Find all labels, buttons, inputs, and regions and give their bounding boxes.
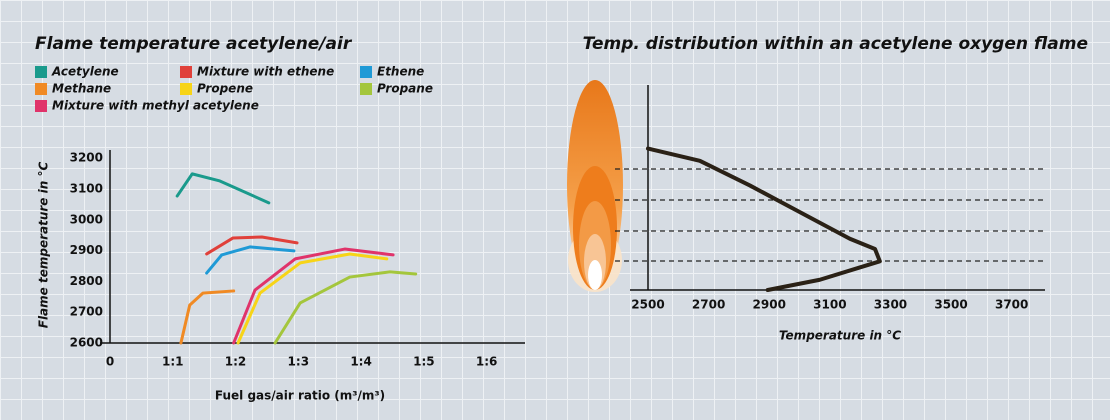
x-tick-label: 1:1 bbox=[162, 355, 184, 369]
x-tick-label: 3700 bbox=[995, 298, 1028, 312]
x-tick-label: 1:2 bbox=[225, 355, 247, 369]
legend-label: Propane bbox=[377, 82, 433, 96]
y-tick-label: 2700 bbox=[70, 305, 103, 319]
y-tick-label: 3100 bbox=[70, 181, 103, 195]
chart-title: Flame temperature acetylene/air bbox=[35, 34, 353, 54]
x-tick-label: 1:5 bbox=[413, 355, 435, 369]
legend-swatch bbox=[360, 83, 372, 95]
charts: Flame temperature acetylene/air Temp. di… bbox=[0, 0, 1110, 420]
series-line bbox=[181, 291, 234, 343]
x-tick-label: 0 bbox=[106, 355, 114, 369]
series-line bbox=[275, 272, 416, 343]
x-tick-label: 1:4 bbox=[350, 355, 372, 369]
series-line bbox=[238, 254, 387, 343]
legend-swatch bbox=[35, 66, 47, 78]
x-tick-label: 3100 bbox=[813, 298, 846, 312]
page: Flame temperature acetylene/air Temp. di… bbox=[0, 0, 1110, 420]
legend-swatch bbox=[35, 100, 47, 112]
y-tick-label: 2800 bbox=[70, 274, 103, 288]
x-tick-label: 2500 bbox=[631, 298, 664, 312]
legend-swatch bbox=[35, 83, 47, 95]
zone-lines bbox=[615, 169, 1045, 261]
legend-label: Acetylene bbox=[51, 65, 119, 79]
y-tick-label: 3200 bbox=[70, 151, 103, 165]
x-tick-label: 2900 bbox=[753, 298, 786, 312]
series-line bbox=[648, 149, 880, 290]
x-tick-label: 3300 bbox=[874, 298, 907, 312]
y-tick-label: 3000 bbox=[70, 212, 103, 226]
flame bbox=[567, 80, 623, 292]
legend-label: Ethene bbox=[377, 65, 424, 79]
y-tick-label: 2900 bbox=[70, 243, 103, 257]
legend-swatch bbox=[180, 83, 192, 95]
x-axis-label: Fuel gas/air ratio (m³/m³) bbox=[215, 389, 385, 403]
y-tick-label: 2600 bbox=[70, 336, 103, 350]
legend-label: Methane bbox=[52, 82, 111, 96]
x-tick-label: 2700 bbox=[692, 298, 725, 312]
x-tick-label: 1:6 bbox=[476, 355, 498, 369]
legend-swatch bbox=[180, 66, 192, 78]
x-tick-label: 1:3 bbox=[288, 355, 310, 369]
legend-swatch bbox=[360, 66, 372, 78]
legend-label: Mixture with ethene bbox=[197, 65, 334, 79]
chart-title: Temp. distribution within an acetylene o… bbox=[583, 34, 1088, 54]
x-tick-label: 3500 bbox=[934, 298, 967, 312]
y-axis-label: Flame temperature in °C bbox=[37, 162, 51, 329]
legend-label: Mixture with methyl acetylene bbox=[52, 99, 259, 113]
legend-label: Propene bbox=[197, 82, 253, 96]
series-line bbox=[177, 174, 269, 203]
x-axis-label: Temperature in °C bbox=[779, 329, 901, 343]
